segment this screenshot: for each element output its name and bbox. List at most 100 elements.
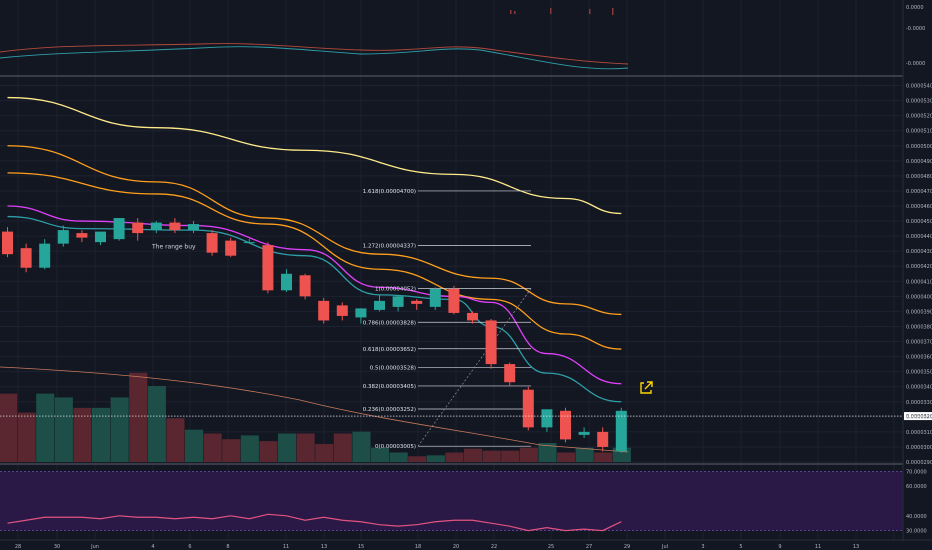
time-tick-label: Jul	[661, 544, 668, 550]
time-axis[interactable]: 28 30 Jun 4 6 8 11 13 15 18 20 22 25 27 29 Jul 3 5 9 11 13	[15, 544, 859, 550]
top-indicator-label: 0.0000	[906, 5, 924, 11]
candle-body	[355, 308, 367, 318]
last-price-label: 0.00003205	[906, 414, 932, 420]
candle-body	[485, 320, 497, 365]
volume-bar	[222, 439, 241, 462]
candle-body	[448, 288, 460, 313]
candle-body	[95, 231, 106, 243]
moving-average-line	[7, 172, 622, 350]
candle-body	[243, 242, 255, 244]
rsi-line	[7, 513, 622, 532]
volume-bar	[147, 386, 166, 462]
fib-level-label: 0.382(0.00003405)	[363, 384, 416, 390]
candles	[2, 218, 627, 453]
volume-bar	[0, 393, 18, 462]
histogram-bar	[550, 8, 552, 14]
fib-trend-line	[417, 288, 532, 447]
share-external-icon[interactable]	[638, 380, 654, 396]
time-tick-label: 5	[739, 544, 742, 550]
candle-body	[225, 240, 237, 256]
candle-body	[20, 248, 32, 268]
time-tick-label: 9	[778, 544, 781, 550]
volume-bar	[278, 433, 297, 462]
volume-bar	[240, 435, 259, 462]
time-tick-label: 11	[283, 544, 289, 550]
volume-bar	[315, 443, 334, 462]
volume-bar	[482, 450, 501, 462]
time-tick-label: 27	[586, 544, 592, 550]
rsi-tick-label: 60.0000	[906, 484, 927, 490]
volume-bar	[445, 452, 464, 462]
volume-bar	[371, 447, 390, 462]
candle-body	[615, 410, 627, 452]
top-indicator-label: -0.0000	[906, 61, 925, 67]
fib-level-label: 1.272(0.00004337)	[363, 244, 416, 250]
time-tick-label: 13	[321, 544, 327, 550]
macd-line	[0, 46, 629, 70]
volume-bar	[110, 397, 129, 462]
candle-body	[132, 222, 144, 234]
volume-bar	[538, 443, 557, 462]
time-tick-label: 13	[853, 544, 859, 550]
time-tick-label: 6	[188, 544, 191, 550]
fib-level-label: 0.786(0.00003828)	[363, 320, 416, 326]
candle-body	[374, 300, 385, 310]
rsi-tick-label: 30.0000	[906, 529, 927, 535]
rsi-tick-label: 40.0000	[906, 514, 927, 520]
volume-bar	[519, 447, 538, 462]
candle-body	[336, 305, 348, 316]
volume-bar	[17, 412, 36, 462]
annotations: The range buy	[151, 244, 196, 251]
volume-bar	[333, 433, 352, 462]
time-tick-label: 11	[815, 544, 821, 550]
time-tick-label: 22	[491, 544, 497, 550]
volume-bar	[594, 452, 613, 462]
top-indicator-label: -0.0000	[906, 26, 925, 32]
candle-body	[150, 222, 162, 231]
time-tick-label: 4	[151, 544, 154, 550]
rsi-tick-label: 70.0000	[906, 469, 927, 475]
rsi-panel: 70.0000 60.0000 40.0000 30.0000	[0, 463, 932, 541]
histogram-bar	[612, 8, 614, 15]
candle-body	[113, 218, 125, 240]
price-tick-label: 0.00004700	[906, 189, 932, 195]
time-tick-label: 18	[415, 544, 421, 550]
time-tick-label: 20	[453, 544, 459, 550]
price-tick-label: 0.00002900	[906, 460, 932, 466]
candle-body	[188, 224, 199, 231]
histogram-bar	[589, 9, 591, 14]
volume-bar	[501, 450, 520, 462]
time-tick-label: 30	[54, 544, 60, 550]
candle-body	[262, 245, 274, 291]
histogram-bar	[510, 10, 512, 14]
candle-body	[392, 296, 404, 307]
volume-bar	[426, 455, 445, 462]
time-tick-label: 15	[358, 544, 364, 550]
candle-body	[522, 389, 534, 428]
fibonacci-retracement[interactable]: 1.618(0.00004700) 1.272(0.00004337) 1(0.00…	[363, 189, 532, 450]
time-tick-label: Jun	[90, 544, 99, 550]
candle-body	[411, 300, 423, 304]
rsi-band	[0, 471, 903, 531]
fib-level-label: 1(0.00004052)	[375, 287, 416, 293]
volume-bar	[185, 429, 204, 462]
candle-body	[76, 233, 88, 238]
fib-level-label: 1.618(0.00004700)	[363, 189, 416, 195]
fib-level-label: 0.5(0.00003528)	[370, 365, 416, 371]
volume-bar	[92, 407, 111, 462]
moving-average-line	[7, 96, 622, 215]
